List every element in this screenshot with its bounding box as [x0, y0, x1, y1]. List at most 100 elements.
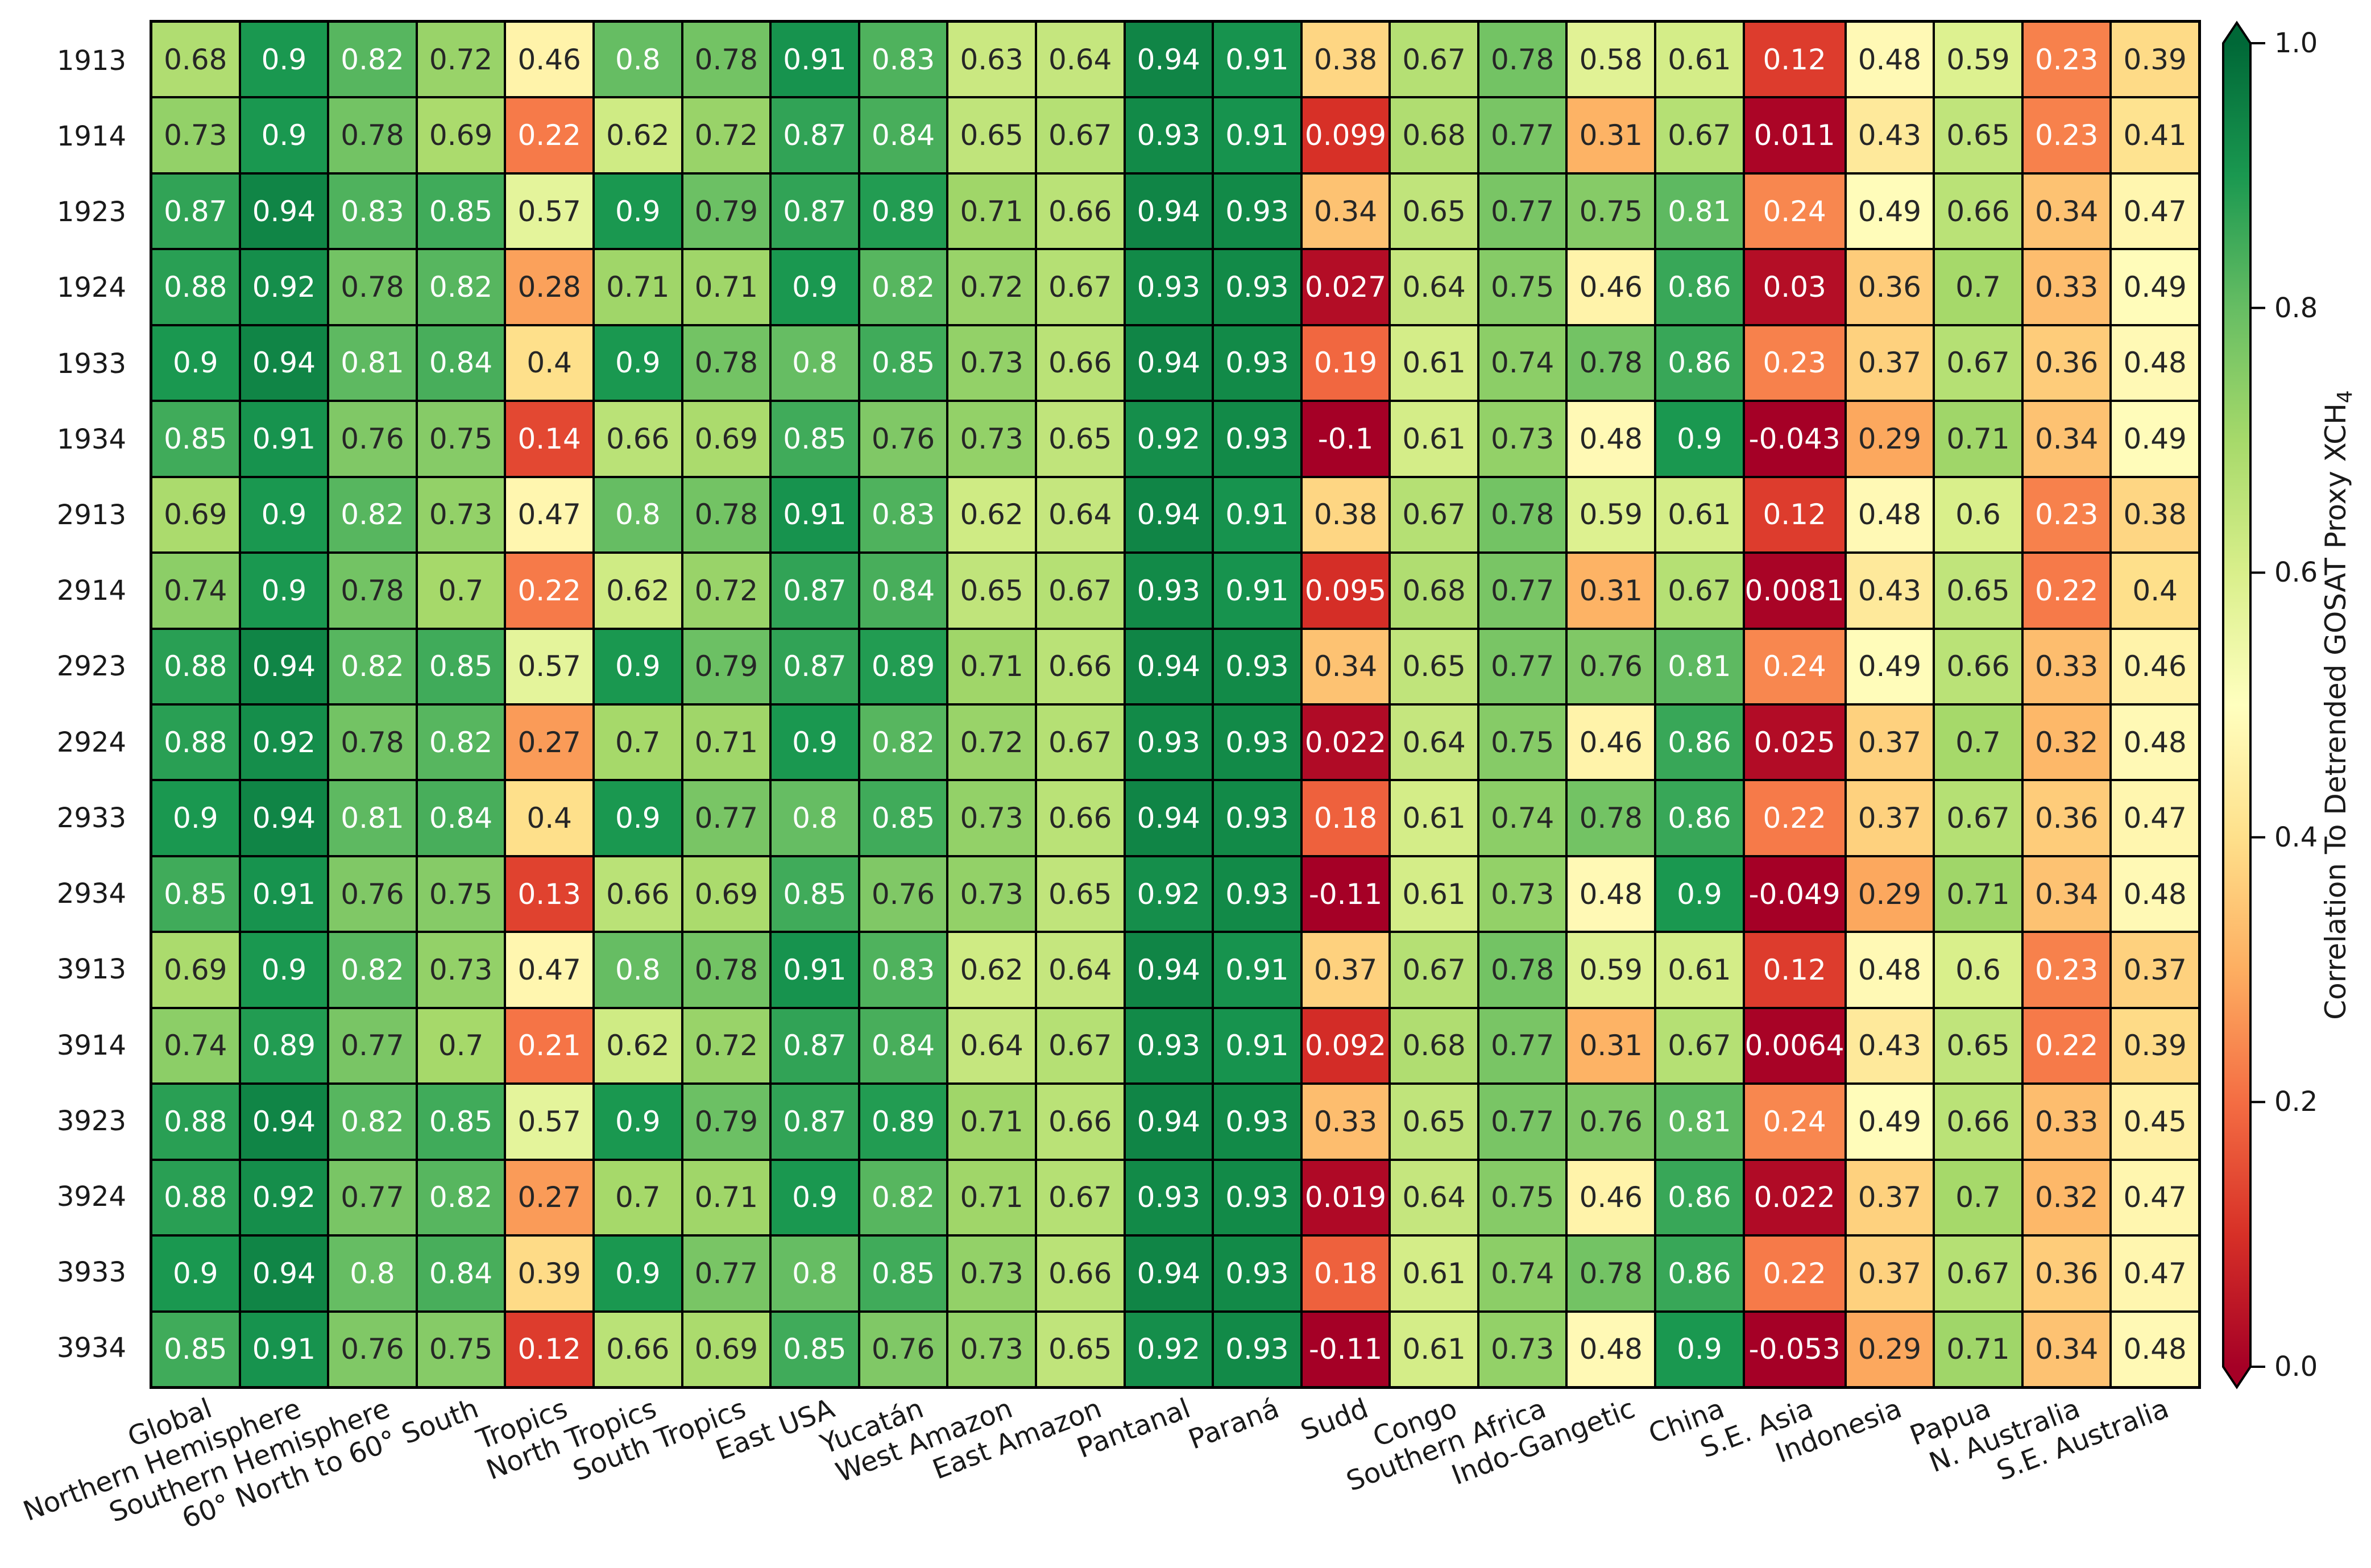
heatmap-cell-value: 0.72: [429, 43, 493, 76]
heatmap-cell: 0.65: [1935, 98, 2021, 172]
heatmap-cell: 0.78: [683, 23, 770, 97]
heatmap-cell: 0.61: [1391, 857, 1477, 931]
heatmap-cell: 0.31: [1568, 1009, 1655, 1083]
heatmap-cell: 0.49: [2112, 250, 2198, 324]
heatmap-cell-value: 0.76: [341, 422, 404, 455]
heatmap-cell: 0.87: [772, 98, 858, 172]
heatmap-cell-value: 0.89: [871, 1105, 935, 1138]
heatmap-cell-value: 0.77: [341, 1029, 404, 1063]
heatmap-cell: 0.68: [152, 23, 239, 97]
y-tick-label: 3914: [56, 1029, 126, 1061]
heatmap-cell-value: 0.69: [429, 119, 493, 152]
heatmap-cell-value: 0.62: [960, 498, 1023, 532]
heatmap-cell: 0.91: [1214, 23, 1300, 97]
heatmap-cell: 0.77: [1479, 1085, 1566, 1159]
heatmap-cell-value: 0.49: [2123, 271, 2187, 304]
heatmap-cell-value: 0.22: [2034, 574, 2099, 607]
heatmap-cell: 0.82: [329, 933, 416, 1007]
heatmap-cell: -0.043: [1744, 402, 1844, 476]
heatmap-cell: 0.73: [1479, 857, 1566, 931]
heatmap-cell: 0.24: [1744, 1085, 1844, 1159]
heatmap-cell-value: 0.57: [517, 194, 581, 228]
heatmap-cell: 0.22: [2023, 554, 2110, 628]
heatmap-cell-value: 0.76: [341, 877, 404, 911]
heatmap-cell-value: 0.91: [783, 43, 847, 76]
heatmap-cell: 0.34: [1302, 174, 1389, 248]
heatmap-cell-value: 0.62: [960, 953, 1023, 987]
heatmap-cell: 0.74: [152, 1009, 239, 1083]
heatmap-cell: 0.67: [1935, 326, 2021, 400]
heatmap-cell: 0.87: [772, 174, 858, 248]
heatmap-cell: 0.76: [860, 857, 947, 931]
heatmap-cell: 0.85: [152, 857, 239, 931]
heatmap-cell-value: 0.39: [2123, 1029, 2187, 1063]
heatmap-cell-value: 0.69: [164, 498, 227, 532]
heatmap-cell: 0.65: [1037, 857, 1124, 931]
heatmap-cell-value: 0.82: [429, 1181, 493, 1214]
heatmap-cell-value: 0.93: [1225, 802, 1289, 835]
heatmap-cell: 0.85: [860, 326, 947, 400]
heatmap-cell-value: 0.47: [517, 498, 581, 532]
heatmap-cell-value: 0.86: [1668, 271, 1731, 304]
heatmap-cell: 0.83: [860, 478, 947, 552]
heatmap-cell-value: 0.14: [517, 422, 581, 455]
heatmap-cell-value: 0.24: [1763, 1105, 1826, 1138]
heatmap-cell-value: 0.46: [2123, 650, 2187, 683]
heatmap-cell: 0.32: [2023, 705, 2110, 779]
heatmap-cell: 0.91: [241, 857, 328, 931]
heatmap-cell: 0.48: [2112, 326, 2198, 400]
heatmap-cell: 0.34: [2023, 174, 2110, 248]
heatmap-cell: 0.36: [2023, 781, 2110, 855]
heatmap-cell: 0.67: [1656, 554, 1743, 628]
heatmap-cell: 0.74: [1479, 1237, 1566, 1310]
heatmap-cell-value: 0.12: [1763, 498, 1826, 532]
heatmap-cell: 0.9: [241, 933, 328, 1007]
heatmap-cell-value: 0.66: [1946, 1105, 2010, 1138]
heatmap-cell: 0.82: [417, 1160, 504, 1235]
heatmap-cell: 0.68: [1391, 1009, 1477, 1083]
heatmap-cell: 0.81: [1656, 1085, 1743, 1159]
heatmap-cell-value: 0.9: [615, 1256, 661, 1290]
heatmap-cell-value: 0.81: [1668, 650, 1731, 683]
heatmap-cell-value: 0.46: [517, 43, 581, 76]
heatmap-cell-value: 0.71: [1946, 422, 2010, 455]
heatmap-cell-value: 0.9: [261, 43, 307, 76]
heatmap-cell-value: 0.74: [1491, 802, 1555, 835]
heatmap-cell: 0.64: [948, 1009, 1035, 1083]
heatmap-cell-value: 0.75: [429, 1333, 493, 1366]
heatmap-cell: 0.66: [1037, 629, 1124, 703]
heatmap-cell-value: 0.61: [1402, 346, 1466, 380]
heatmap-cell: 0.31: [1568, 98, 1655, 172]
heatmap-cell-value: 0.82: [871, 1181, 935, 1214]
heatmap-cell: 0.75: [1479, 1160, 1566, 1235]
heatmap-cell: 0.49: [1846, 174, 1933, 248]
heatmap-cell: 0.65: [1391, 1085, 1477, 1159]
heatmap-cell-value: 0.36: [1858, 271, 1922, 304]
heatmap-cell-value: 0.67: [1946, 346, 2010, 380]
heatmap-cell-value: 0.91: [252, 422, 316, 455]
heatmap-cell-value: 0.4: [527, 346, 572, 380]
y-tick-label: 3923: [56, 1105, 126, 1137]
heatmap-cell: -0.1: [1302, 402, 1389, 476]
heatmap-cell-value: 0.94: [252, 650, 316, 683]
heatmap-cell-value: 0.37: [1858, 346, 1922, 380]
heatmap-cell: 0.86: [1656, 1160, 1743, 1235]
heatmap-cell: 0.43: [1846, 98, 1933, 172]
heatmap-cell-value: 0.46: [1579, 1181, 1643, 1214]
heatmap-cell-value: 0.61: [1402, 1256, 1466, 1290]
heatmap-cell-value: 0.74: [164, 574, 227, 607]
heatmap-cell-value: 0.7: [438, 574, 484, 607]
heatmap-cell-value: 0.9: [173, 802, 218, 835]
heatmap-cell: 0.94: [1125, 1237, 1212, 1310]
heatmap-cell: 0.77: [683, 1237, 770, 1310]
heatmap-cell-value: 0.77: [1491, 194, 1555, 228]
heatmap-cell-value: 0.81: [341, 802, 404, 835]
heatmap-cell-value: 0.77: [341, 1181, 404, 1214]
heatmap-cell-value: 0.64: [1048, 43, 1112, 76]
heatmap-cell-value: 0.74: [1491, 1256, 1555, 1290]
heatmap-cell-value: 0.23: [2034, 119, 2099, 152]
heatmap-cell: 0.88: [152, 250, 239, 324]
y-tick-label: 2924: [56, 726, 126, 758]
heatmap-cell: 0.82: [860, 1160, 947, 1235]
heatmap-cell: 0.62: [594, 98, 681, 172]
